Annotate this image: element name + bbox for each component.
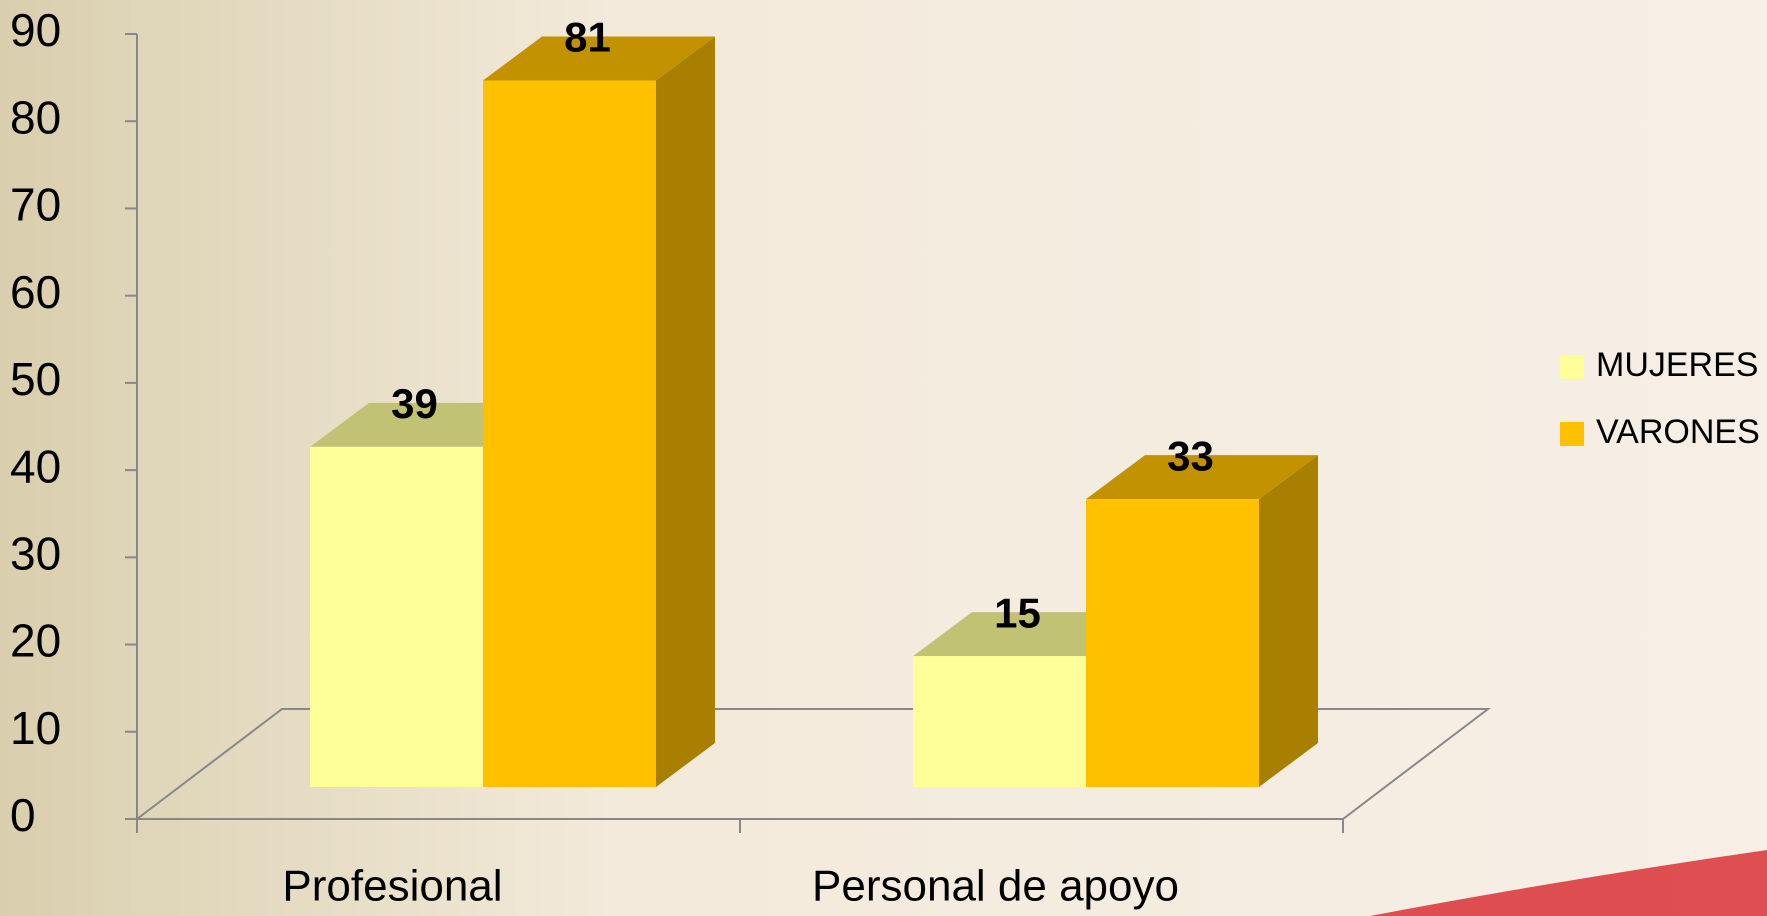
x-tick-label: Personal de apoyo [812,862,1179,911]
data-label: 15 [994,589,1041,636]
legend-label: VARONES [1596,413,1760,451]
bar-side [1259,455,1318,787]
x-tick-label: Profesional [282,862,502,911]
y-tick-label: 80 [10,91,61,143]
bar-side [656,37,715,788]
data-label: 81 [564,14,611,61]
chart: 0 10 20 30 40 50 60 70 80 90 Profesional 39 81 Person… [0,0,1767,916]
y-tick-label: 20 [10,615,61,667]
y-tick-label: 90 [10,4,61,56]
y-tick-label: 30 [10,527,61,579]
bar [1086,499,1259,787]
bar [483,81,656,788]
legend-label: MUJERES [1596,346,1758,384]
legend-swatch [1560,355,1584,379]
data-label: 39 [391,380,438,427]
bar [913,656,1086,787]
y-tick-label: 40 [10,440,61,492]
background [0,0,1767,916]
y-tick-label: 60 [10,266,61,318]
legend-swatch [1560,422,1584,446]
bar [310,447,483,787]
y-tick-label: 0 [10,789,36,841]
y-tick-label: 50 [10,353,61,405]
y-tick-label: 70 [10,179,61,231]
data-label: 33 [1167,432,1214,479]
y-tick-label: 10 [10,702,61,754]
